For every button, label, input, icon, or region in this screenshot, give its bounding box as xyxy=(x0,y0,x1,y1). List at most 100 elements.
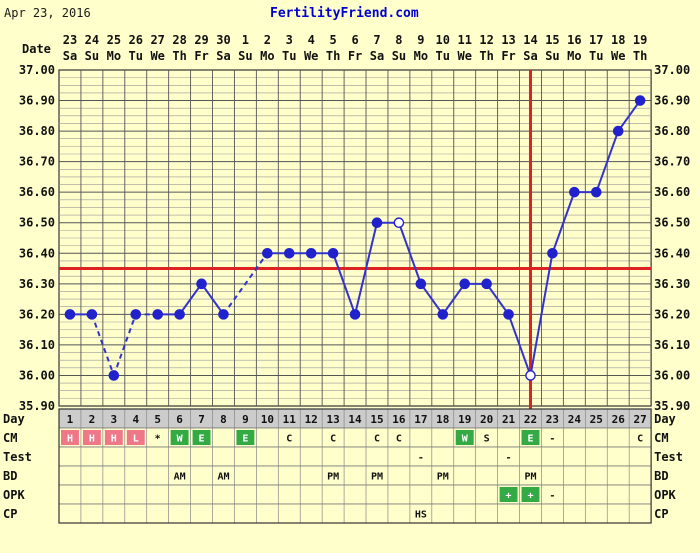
chart-date: Apr 23, 2016 xyxy=(4,6,91,20)
cell-highlight xyxy=(236,430,255,445)
y-tick-label-left: 36.40 xyxy=(19,246,55,260)
y-tick-label-left: 36.10 xyxy=(19,338,55,352)
temperature-point xyxy=(152,309,163,320)
temperature-point xyxy=(393,217,405,229)
cell-value: E xyxy=(199,434,205,445)
weekday-tick-label: Th xyxy=(633,49,647,63)
weekday-tick-label: We xyxy=(611,49,625,63)
weekday-tick-label: Su xyxy=(392,49,406,63)
date-tick-label: 10 xyxy=(436,33,450,47)
weekday-tick-label: Mo xyxy=(107,49,121,63)
temperature-point xyxy=(547,247,558,259)
temperature-point xyxy=(415,278,427,290)
temperature-segment xyxy=(112,314,137,376)
y-tick-label-left: 36.20 xyxy=(19,307,55,321)
date-tick-label: 23 xyxy=(63,33,77,47)
temperature-point xyxy=(525,370,536,381)
temperature-segment xyxy=(420,283,444,315)
day-number: 27 xyxy=(634,413,647,426)
y-tick-label-right: 36.10 xyxy=(654,338,690,352)
temperature-point xyxy=(130,309,142,320)
temperature-segment xyxy=(354,222,378,315)
date-tick-label: 2 xyxy=(264,33,271,47)
date-tick-label: 27 xyxy=(150,33,164,47)
temperature-point xyxy=(327,247,339,259)
cell-value: E xyxy=(527,434,533,445)
row-label-right: Test xyxy=(654,450,683,464)
temperature-point xyxy=(371,217,383,229)
date-tick-label: 30 xyxy=(216,33,230,47)
temperature-segment xyxy=(397,222,422,285)
date-tick-label: 19 xyxy=(633,33,647,47)
cell-value: PM xyxy=(327,472,339,483)
temperature-point xyxy=(196,278,207,290)
day-number: 12 xyxy=(305,413,318,426)
day-number: 26 xyxy=(612,413,626,426)
temperature-segment xyxy=(222,252,269,315)
day-number: 14 xyxy=(348,413,362,426)
temperature-segment xyxy=(551,191,576,254)
temperature-point xyxy=(262,247,273,259)
date-tick-label: 11 xyxy=(457,33,471,47)
weekday-tick-label: Sa xyxy=(63,49,77,63)
cell-value: - xyxy=(506,453,512,464)
day-number: 16 xyxy=(392,413,406,426)
date-tick-label: 7 xyxy=(373,33,380,47)
cell-value: * xyxy=(155,434,161,445)
y-tick-label-right: 36.00 xyxy=(654,368,690,382)
y-tick-label-right: 35.90 xyxy=(654,399,690,413)
date-tick-label: 14 xyxy=(523,33,537,47)
cell-value: W xyxy=(462,434,469,445)
cell-value: PM xyxy=(371,472,383,483)
temperature-point xyxy=(86,309,98,320)
temperature-point xyxy=(459,278,471,290)
table-row-cm xyxy=(58,427,652,448)
temperature-point xyxy=(437,309,449,320)
day-number: 19 xyxy=(458,413,471,426)
cell-value: PM xyxy=(524,472,536,483)
weekday-tick-label: Th xyxy=(479,49,493,63)
temperature-point xyxy=(64,309,76,320)
y-tick-label-left: 36.50 xyxy=(19,216,55,230)
temperature-segment xyxy=(507,314,532,376)
date-tick-label: 5 xyxy=(330,33,337,47)
cell-value: H xyxy=(89,434,95,445)
day-number: 2 xyxy=(89,413,96,426)
cell-highlight xyxy=(521,430,540,445)
weekday-tick-label: Fr xyxy=(348,49,362,63)
y-tick-label-right: 37.00 xyxy=(654,63,690,77)
weekday-tick-label: Sa xyxy=(370,49,384,63)
temperature-point xyxy=(305,247,317,259)
date-tick-label: 12 xyxy=(479,33,493,47)
weekday-tick-label: Fr xyxy=(501,49,515,63)
grid xyxy=(58,69,652,407)
temperature-point xyxy=(108,370,120,381)
table-row-cp xyxy=(58,503,652,524)
day-number: 18 xyxy=(436,413,449,426)
temperature-segment xyxy=(529,253,554,376)
date-tick-label: 1 xyxy=(242,33,249,47)
cell-highlight xyxy=(192,430,211,445)
row-label-left: CM xyxy=(3,431,17,445)
row-label-right: CM xyxy=(654,431,668,445)
y-tick-label-left: 37.00 xyxy=(19,63,55,77)
day-number: 15 xyxy=(370,413,383,426)
cell-highlight xyxy=(61,430,79,445)
y-tick-label-left: 36.30 xyxy=(19,277,55,291)
weekday-tick-label: Tu xyxy=(282,49,296,63)
temperature-point xyxy=(283,247,295,259)
site-link[interactable]: FertilityFriend.com xyxy=(270,6,419,21)
day-number: 5 xyxy=(154,413,161,426)
y-tick-label-right: 36.60 xyxy=(654,185,690,199)
day-number: 4 xyxy=(132,413,139,426)
cell-value: + xyxy=(527,491,533,502)
day-number: 24 xyxy=(568,413,582,426)
date-tick-label: 24 xyxy=(85,33,99,47)
cell-highlight xyxy=(499,487,518,502)
cell-value: H xyxy=(67,434,73,445)
weekday-tick-label: We xyxy=(304,49,318,63)
cell-highlight xyxy=(104,430,123,445)
day-number: 7 xyxy=(198,413,205,426)
y-tick-label-right: 36.30 xyxy=(654,277,690,291)
